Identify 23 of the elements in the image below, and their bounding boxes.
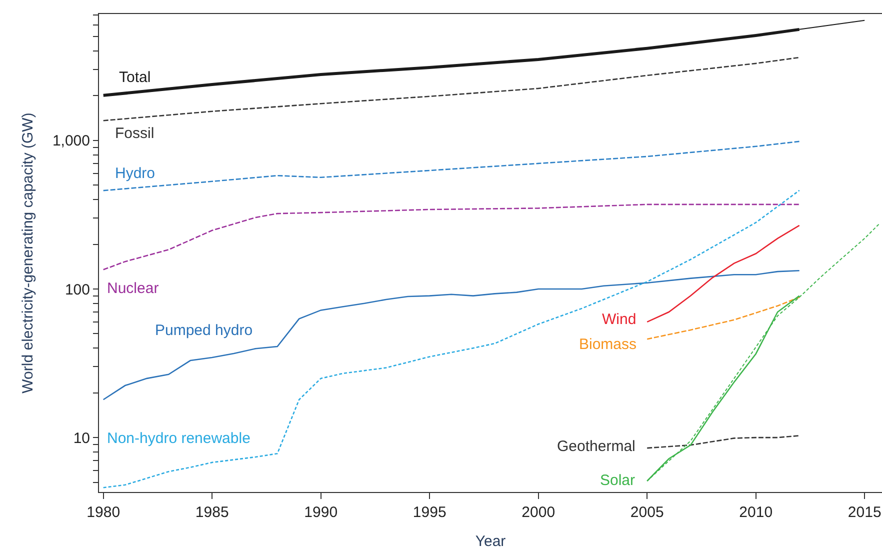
- series-label: Biomass: [579, 336, 637, 353]
- y-tick-label: 10: [73, 430, 90, 447]
- y-tick-label: 100: [64, 281, 90, 298]
- y-axis-title: World electricity-generating capacity (GW): [20, 112, 37, 394]
- series-label: Pumped hydro: [155, 322, 253, 339]
- x-tick-label: 1985: [195, 504, 229, 521]
- x-tick-label: 2005: [630, 504, 664, 521]
- series-label: Wind: [602, 311, 636, 328]
- x-tick-label: 1995: [412, 504, 446, 521]
- x-tick-label: 1990: [304, 504, 338, 521]
- x-axis-title: Year: [475, 533, 506, 550]
- x-tick-label: 2010: [739, 504, 773, 521]
- series-label: Fossil: [115, 125, 154, 142]
- series-label: Nuclear: [107, 280, 159, 297]
- x-tick-label: 2015: [848, 504, 882, 521]
- x-tick-label: 1980: [86, 504, 120, 521]
- series-label: Geothermal: [557, 438, 636, 455]
- series-label: Non-hydro renewable: [107, 430, 250, 447]
- y-tick-label: 1,000: [52, 132, 90, 150]
- series-label: Hydro: [115, 165, 156, 182]
- x-tick-label: 2000: [522, 504, 556, 521]
- series-label: Total: [119, 69, 151, 86]
- series-label: Solar: [600, 472, 636, 489]
